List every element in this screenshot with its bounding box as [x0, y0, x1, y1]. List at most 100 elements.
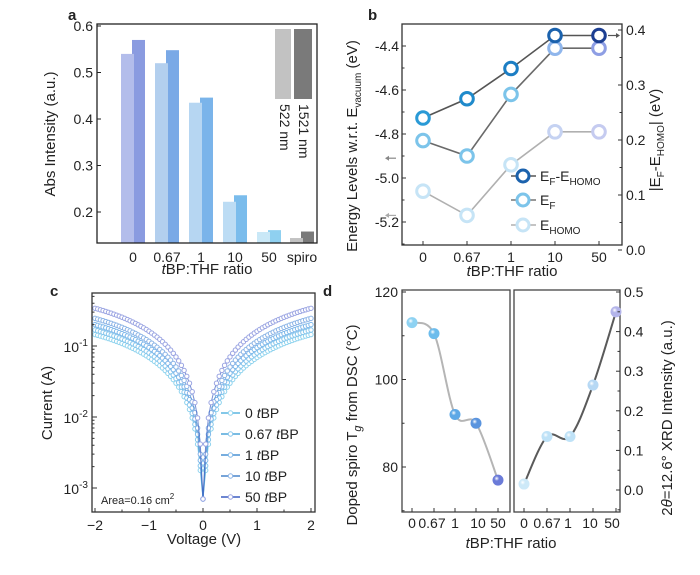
- legend-label: 10 tBP: [245, 468, 287, 484]
- x-tick-label-right: 0: [520, 515, 528, 531]
- panel-c-area-annotation: Area=0.16 cm2: [101, 492, 175, 507]
- iv-point: [173, 364, 179, 370]
- x-tick-label: spiro: [287, 249, 318, 265]
- ann1: Area=0.16 cm: [101, 495, 170, 507]
- iv-point: [308, 315, 314, 322]
- y-tick-label: -4.4: [375, 38, 399, 54]
- xlabel-rest: BP:THF ratio: [166, 261, 253, 278]
- t5: E: [540, 192, 549, 208]
- xrd-data-point: [587, 379, 599, 391]
- panel-b-right-ylabel: |EF-EHOMO| (eV): [647, 89, 667, 192]
- iv-point: [181, 377, 187, 384]
- yr1: E: [647, 177, 664, 187]
- data-point-E_F-E_HOMO: [415, 110, 431, 126]
- data-point-E_F: [459, 148, 475, 164]
- iv-point: [189, 388, 195, 395]
- bar-1521nm-0: [132, 39, 145, 244]
- tg-data-point: [492, 474, 504, 486]
- panel-b-series: [415, 27, 607, 224]
- arrow-head: [616, 33, 620, 38]
- panel-d-xlabel: tBP:THF ratio: [466, 535, 557, 552]
- data-point-E_HOMO: [415, 183, 431, 199]
- yr4: HOMO: [656, 125, 667, 156]
- iv-point: [213, 380, 220, 386]
- legend-label: 0 tBP: [245, 405, 279, 421]
- x-tick-label: 0: [419, 249, 427, 265]
- data-point-E_F-E_HOMO: [459, 90, 475, 107]
- y-tick-label: 10-2: [64, 409, 89, 426]
- x-tick-label: 0: [129, 249, 137, 265]
- iv-point: [194, 415, 201, 421]
- iv-point: [181, 367, 187, 374]
- y-tick-label: 80: [382, 459, 398, 475]
- legend-label-ef-ehomo: EF-EHOMO: [540, 168, 601, 188]
- bar-1521nm-spiro: [301, 231, 314, 243]
- iv-point: [308, 305, 314, 311]
- y-tick-label: 0.5: [74, 65, 94, 81]
- x-tick-label: 1: [507, 249, 515, 265]
- iv-point: [308, 327, 314, 333]
- dr2: θ: [659, 499, 676, 507]
- panel-b-right-y-ticks: 0.0 0.1 0.2 0.3 0.4: [618, 22, 646, 258]
- tg-data-point: [428, 328, 440, 340]
- bar-522nm-0: [121, 53, 134, 244]
- x-tick-label: 10: [227, 249, 243, 265]
- panel-label-b: b: [368, 7, 377, 24]
- y-tick-label: 100: [375, 372, 399, 388]
- xlabel-italic: t: [162, 261, 167, 278]
- y-tick-label: -4.8: [375, 126, 399, 142]
- iv-point: [184, 373, 190, 379]
- y-tick-label: 0.0: [626, 242, 646, 258]
- series-line-E_HOMO: [422, 131, 599, 217]
- x-tick-label: 50: [591, 249, 607, 265]
- iv-point: [200, 496, 206, 502]
- legend-marker: [227, 431, 234, 437]
- xb1: t: [467, 263, 472, 280]
- x-tick-label: 50: [261, 249, 277, 265]
- y-tick-label: -5.2: [375, 214, 399, 230]
- panel-a-legend: 522 nm 1521 nm: [275, 29, 312, 158]
- yl1: Energy Levels w.r.t. E: [344, 108, 361, 252]
- t8: HOMO: [549, 226, 580, 237]
- panel-b-axis-arrows: [385, 33, 620, 218]
- yl2: vacuum: [353, 73, 364, 108]
- legend-label-1521nm: 1521 nm: [296, 104, 312, 158]
- xb2: BP:THF ratio: [471, 263, 558, 280]
- bar-1521nm-1: [200, 97, 213, 243]
- y-tick-label: 0.3: [624, 363, 644, 379]
- bar-522nm-1: [189, 102, 202, 243]
- x-tick-label-left: 50: [490, 515, 506, 531]
- data-point-E_HOMO: [547, 124, 563, 140]
- iv-point: [170, 350, 177, 356]
- y-tick-label: 0.1: [626, 187, 646, 203]
- dr3: =12.6° XRD Intensity (a.u.): [659, 320, 676, 499]
- x-tick-label: 1: [253, 517, 261, 533]
- legend-marker: [227, 410, 234, 416]
- iv-point: [216, 373, 222, 379]
- dr1: 2: [659, 507, 676, 515]
- panel-d-left-y-ticks: 80 100 120: [375, 284, 406, 512]
- iv-point: [208, 399, 214, 406]
- x-tick-label: 0: [199, 517, 207, 533]
- legend-marker: [227, 494, 234, 500]
- bar-522nm-10: [223, 201, 236, 243]
- t6: F: [549, 201, 555, 212]
- dl2: g: [352, 425, 364, 432]
- data-point-E_F: [415, 132, 431, 149]
- panel-d-right-y-ticks: 0.0 0.1 0.2 0.3 0.4 0.5: [616, 284, 644, 511]
- xd2: BP:THF ratio: [470, 535, 557, 552]
- yr2: F: [656, 171, 667, 177]
- legend-label-522nm: 522 nm: [277, 104, 293, 151]
- panel-c-ylabel: Current (A): [39, 366, 56, 440]
- y-tick-label: 0.0: [624, 482, 644, 498]
- panel-c-iv-chart: 10-1 10-2 10-3 −2 −1 0 1 2 0 tBP 0.67 tBP 1 tBP 1…: [39, 292, 316, 548]
- panel-b-x-ticks: 0 0.67 1 10 50: [419, 241, 607, 265]
- panel-a-ylabel: Abs Intensity (a.u.): [42, 71, 59, 196]
- iv-point: [224, 358, 231, 364]
- t4: HOMO: [569, 177, 600, 188]
- panel-c-x-ticks: −2 −1 0 1 2: [87, 508, 315, 533]
- t2: F: [549, 177, 555, 188]
